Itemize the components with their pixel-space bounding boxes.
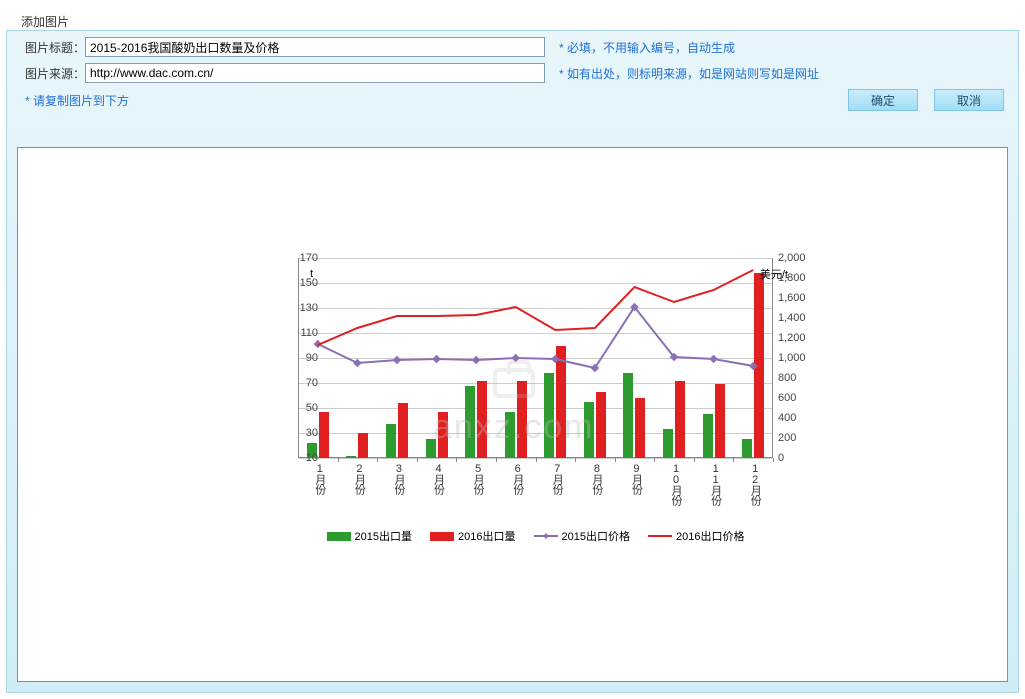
chart: t 美元/t anxz.com 2015出口量 2016出口量 2015出口价格… bbox=[258, 258, 798, 568]
source-row: 图片来源： 如有出处，则标明来源，如是网站则写如是网址 bbox=[7, 57, 1018, 83]
line-marker bbox=[353, 359, 361, 367]
yr-tick: 1,600 bbox=[778, 292, 818, 304]
yl-tick: 50 bbox=[282, 402, 318, 414]
x-label: 4月份 bbox=[431, 463, 447, 494]
yr-tick: 1,000 bbox=[778, 352, 818, 364]
source-hint: 如有出处，则标明来源，如是网站则写如是网址 bbox=[559, 65, 819, 82]
legend-item-2016-price: 2016出口价格 bbox=[648, 528, 744, 544]
yr-tick: 1,800 bbox=[778, 272, 818, 284]
title-input[interactable] bbox=[85, 37, 545, 57]
swatch-green bbox=[327, 532, 351, 541]
copy-hint: 请复制图片到下方 bbox=[25, 92, 129, 109]
chart-canvas: t 美元/t anxz.com 2015出口量 2016出口量 2015出口价格… bbox=[17, 147, 1008, 682]
yl-tick: 150 bbox=[282, 277, 318, 289]
title-label: 图片标题： bbox=[25, 39, 85, 56]
x-tick bbox=[575, 458, 576, 462]
x-tick bbox=[773, 458, 774, 462]
title-row: 图片标题： 必填，不用输入编号，自动生成 bbox=[7, 31, 1018, 57]
add-image-panel: 添加图片 图片标题： 必填，不用输入编号，自动生成 图片来源： 如有出处，则标明… bbox=[6, 30, 1019, 693]
line-marker bbox=[709, 355, 717, 363]
x-tick bbox=[456, 458, 457, 462]
swatch-purple-line bbox=[534, 535, 558, 537]
yl-tick: 30 bbox=[282, 427, 318, 439]
x-tick bbox=[338, 458, 339, 462]
x-label: 7月份 bbox=[549, 463, 565, 494]
line-marker bbox=[749, 362, 757, 370]
ok-button[interactable]: 确定 bbox=[848, 89, 918, 111]
swatch-red bbox=[430, 532, 454, 541]
legend: 2015出口量 2016出口量 2015出口价格 2016出口价格 bbox=[298, 528, 773, 544]
x-label: 5月份 bbox=[470, 463, 486, 494]
lines-layer bbox=[298, 258, 773, 458]
yl-tick: 110 bbox=[282, 327, 318, 339]
x-label: 12月份 bbox=[747, 463, 763, 505]
yl-tick: 130 bbox=[282, 302, 318, 314]
yr-tick: 200 bbox=[778, 432, 818, 444]
line-marker bbox=[432, 355, 440, 363]
line-series bbox=[318, 307, 753, 368]
yl-tick: 70 bbox=[282, 377, 318, 389]
yl-tick: 90 bbox=[282, 352, 318, 364]
yl-tick: 170 bbox=[282, 252, 318, 264]
yr-tick: 1,400 bbox=[778, 312, 818, 324]
cancel-button[interactable]: 取消 bbox=[934, 89, 1004, 111]
panel-title: 添加图片 bbox=[17, 13, 73, 30]
line-marker bbox=[393, 356, 401, 364]
yr-tick: 800 bbox=[778, 372, 818, 384]
x-label: 1月份 bbox=[312, 463, 328, 494]
line-marker bbox=[551, 355, 559, 363]
actions-row: 请复制图片到下方 确定 取消 bbox=[7, 83, 1018, 111]
source-label: 图片来源： bbox=[25, 65, 85, 82]
x-label: 6月份 bbox=[510, 463, 526, 494]
line-series bbox=[318, 270, 753, 345]
yr-tick: 600 bbox=[778, 392, 818, 404]
line-marker bbox=[511, 354, 519, 362]
legend-item-2016-vol: 2016出口量 bbox=[430, 528, 515, 544]
x-tick bbox=[615, 458, 616, 462]
x-tick bbox=[733, 458, 734, 462]
x-label: 9月份 bbox=[628, 463, 644, 494]
x-label: 8月份 bbox=[589, 463, 605, 494]
x-tick bbox=[536, 458, 537, 462]
x-label: 10月份 bbox=[668, 463, 684, 505]
x-tick bbox=[496, 458, 497, 462]
yr-tick: 2,000 bbox=[778, 252, 818, 264]
x-label: 2月份 bbox=[351, 463, 367, 494]
title-hint: 必填，不用输入编号，自动生成 bbox=[559, 39, 735, 56]
yr-tick: 400 bbox=[778, 412, 818, 424]
line-marker bbox=[472, 356, 480, 364]
x-label: 11月份 bbox=[708, 463, 724, 505]
source-input[interactable] bbox=[85, 63, 545, 83]
swatch-red-line bbox=[648, 535, 672, 537]
yr-tick: 0 bbox=[778, 452, 818, 464]
legend-item-2015-price: 2015出口价格 bbox=[534, 528, 630, 544]
x-tick bbox=[694, 458, 695, 462]
legend-item-2015-vol: 2015出口量 bbox=[327, 528, 412, 544]
x-tick bbox=[417, 458, 418, 462]
x-tick bbox=[377, 458, 378, 462]
x-tick bbox=[654, 458, 655, 462]
yr-tick: 1,200 bbox=[778, 332, 818, 344]
x-label: 3月份 bbox=[391, 463, 407, 494]
